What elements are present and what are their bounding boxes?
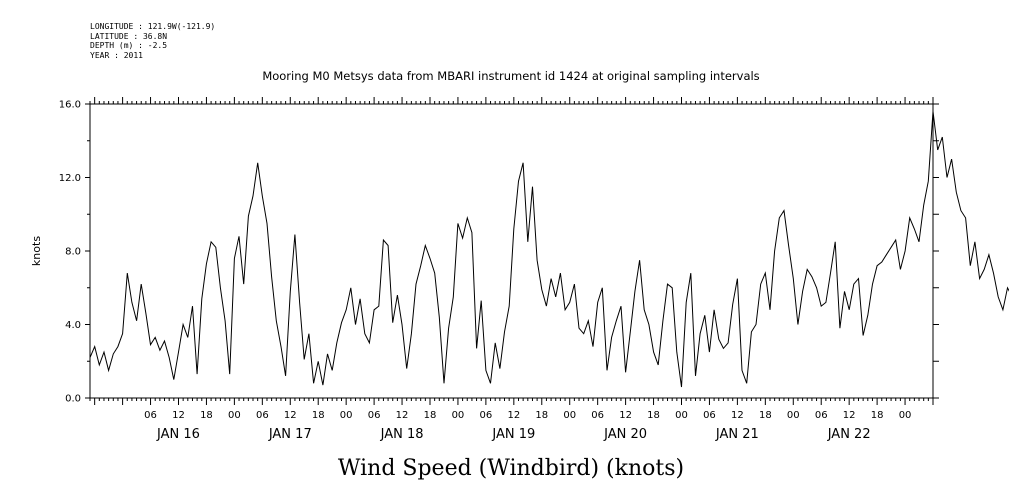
x-hour-label: 18 — [647, 410, 660, 421]
x-hour-label: 18 — [200, 410, 213, 421]
x-hour-label: 18 — [424, 410, 437, 421]
depth-text: DEPTH (m) : -2.5 — [90, 41, 168, 50]
x-hour-label: 00 — [675, 410, 688, 421]
y-tick-label: 4.0 — [65, 320, 81, 331]
mooring-metadata: LONGITUDE : 121.9W(-121.9) LATITUDE : 36… — [90, 22, 215, 60]
y-tick-label: 16.0 — [59, 100, 81, 111]
x-hour-label: 06 — [368, 410, 381, 421]
x-hour-label: 00 — [340, 410, 353, 421]
x-hour-label: 12 — [172, 410, 185, 421]
x-hour-label: 06 — [703, 410, 716, 421]
x-hour-label: 12 — [507, 410, 520, 421]
x-day-label: JAN 18 — [380, 427, 424, 442]
x-hour-label: 18 — [535, 410, 548, 421]
x-hour-label: 06 — [480, 410, 493, 421]
x-hour-label: 00 — [563, 410, 576, 421]
x-day-label: JAN 19 — [491, 427, 535, 442]
y-tick-label: 0.0 — [65, 394, 81, 405]
x-hour-label: 06 — [256, 410, 269, 421]
x-day-label: JAN 22 — [827, 427, 871, 442]
chart-title: Mooring M0 Metsys data from MBARI instru… — [262, 69, 759, 83]
x-hour-label: 00 — [787, 410, 800, 421]
y-axis-label: knots — [30, 236, 43, 266]
y-tick-label: 8.0 — [65, 247, 81, 258]
latitude-text: LATITUDE : 36.8N — [90, 31, 168, 41]
x-day-label: JAN 20 — [603, 427, 647, 442]
year-text: YEAR : 2011 — [90, 50, 143, 60]
x-hour-label: 12 — [396, 410, 409, 421]
x-hour-label: 00 — [899, 410, 912, 421]
x-hour-label: 18 — [312, 410, 325, 421]
wind-speed-series-line — [89, 111, 1009, 388]
x-day-label: JAN 16 — [156, 427, 200, 442]
x-hour-label: 18 — [871, 410, 884, 421]
x-day-label: JAN 17 — [268, 427, 312, 442]
x-axis-label: Wind Speed (Windbird) (knots) — [338, 456, 684, 481]
x-hour-label: 06 — [144, 410, 157, 421]
x-hour-label: 06 — [591, 410, 604, 421]
x-hour-label: 00 — [452, 410, 465, 421]
x-hour-label: 06 — [815, 410, 828, 421]
longitude-text: LONGITUDE : 121.9W(-121.9) — [90, 22, 216, 31]
x-axis: 06 12 18 00 06 12 18 00 06 12 18 00 06 12 18 00 06 12 18 00… — [89, 97, 934, 442]
y-axis: 0.0 4.0 8.0 12.0 16.0 — [59, 100, 939, 405]
y-tick-label: 12.0 — [59, 173, 81, 184]
x-day-label: JAN 21 — [715, 427, 759, 442]
x-hour-label: 12 — [731, 410, 744, 421]
x-hour-label: 00 — [228, 410, 241, 421]
x-hour-label: 12 — [619, 410, 632, 421]
x-hour-label: 18 — [759, 410, 772, 421]
x-hour-label: 12 — [284, 410, 297, 421]
x-hour-label: 12 — [843, 410, 856, 421]
